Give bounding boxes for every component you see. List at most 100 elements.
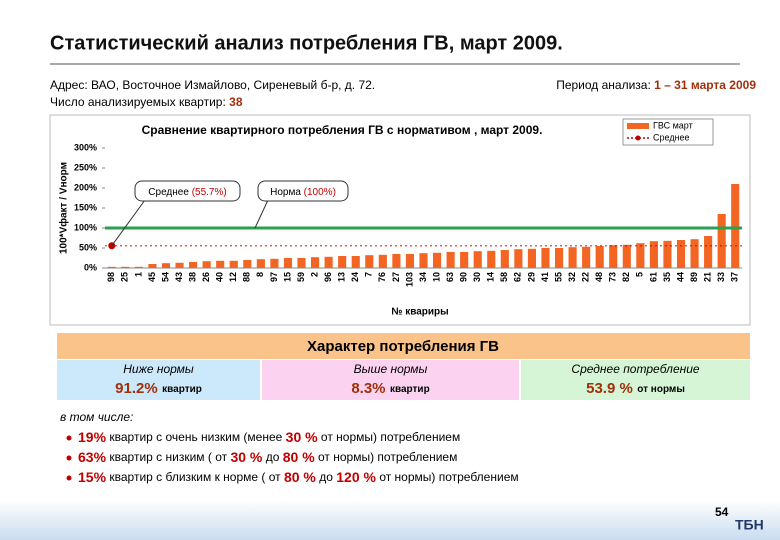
x-tick-label: 10	[431, 272, 441, 282]
x-tick-label: 58	[499, 272, 509, 282]
y-tick-label: 0%	[84, 262, 97, 272]
bar	[609, 245, 618, 268]
callout-value: (100%)	[304, 187, 336, 198]
y-tick-label: 50%	[79, 242, 97, 252]
y-tick-label: 150%	[74, 202, 97, 212]
summary-unit: квартир	[162, 384, 202, 395]
x-tick-label: 13	[337, 272, 347, 282]
x-tick-label: 29	[526, 272, 536, 282]
x-tick-label: 26	[201, 272, 211, 282]
legend-swatch	[627, 123, 649, 129]
x-tick-label: 38	[187, 272, 197, 282]
x-tick-label: 40	[215, 272, 225, 282]
bar	[189, 262, 198, 268]
bullet-highlight: 80 %	[284, 469, 316, 485]
x-tick-label: 90	[459, 272, 469, 282]
bar	[704, 236, 713, 268]
x-tick-label: 76	[377, 272, 387, 282]
bar	[473, 251, 482, 268]
x-tick-label: 73	[608, 272, 618, 282]
bar	[731, 184, 740, 268]
summary-unit: квартир	[390, 384, 430, 395]
bar	[202, 261, 211, 268]
x-tick-label: 27	[391, 272, 401, 282]
callout-name: Среднее	[148, 187, 189, 198]
x-tick-label: 22	[581, 272, 591, 282]
y-tick-label: 200%	[74, 182, 97, 192]
callout-text: Норма (100%)	[270, 187, 336, 198]
x-tick-label: 82	[621, 272, 631, 282]
bar	[554, 248, 564, 268]
summary-head: Среднее потребление	[571, 362, 699, 376]
summary-cell	[57, 360, 260, 400]
x-tick-label: 25	[120, 272, 130, 282]
bar	[148, 264, 157, 268]
bar	[595, 246, 604, 268]
bar	[243, 260, 252, 268]
period-value: 1 – 31 марта 2009	[654, 78, 756, 92]
x-tick-label: 37	[730, 272, 740, 282]
x-tick-label: 97	[269, 272, 279, 282]
x-tick-label: 35	[662, 272, 672, 282]
x-tick-label: 45	[147, 272, 157, 282]
bullet-text: 63% квартир с низким ( от 30 % до 80 % о…	[78, 449, 457, 465]
bullet-part: от нормы) потреблением	[318, 450, 457, 464]
bullet-highlight: 63%	[78, 449, 107, 465]
bullet-text: 19% квартир с очень низким (менее 30 % о…	[78, 429, 460, 445]
bar	[365, 255, 374, 268]
bullet-part: квартир с очень низким (менее	[109, 430, 282, 444]
bullet-highlight: 120 %	[336, 469, 376, 485]
bar	[283, 258, 293, 268]
legend-label: ГВС март	[653, 120, 693, 130]
bar	[419, 253, 428, 268]
logo: ТБН	[735, 517, 764, 533]
bar	[351, 256, 360, 268]
x-tick-label: 30	[472, 272, 482, 282]
callout-pointer	[254, 199, 269, 229]
bullet-highlight: 19%	[78, 429, 107, 445]
summary-value: 53.9 %	[586, 380, 633, 397]
x-tick-label: 88	[242, 272, 252, 282]
x-tick-label: 89	[689, 272, 699, 282]
callout-value: (55.7%)	[192, 187, 227, 198]
bar	[676, 240, 686, 268]
bullet-part: от нормы) потреблением	[379, 470, 518, 484]
bar	[514, 249, 523, 268]
x-tick-label: 48	[594, 272, 604, 282]
x-tick-label: 55	[553, 272, 563, 282]
bullet-highlight: 80 %	[283, 449, 315, 465]
bullet-highlight: 30 %	[230, 449, 262, 465]
bar	[107, 266, 116, 268]
bar	[216, 260, 225, 268]
bar	[392, 254, 401, 268]
y-tick-label: 300%	[74, 142, 97, 152]
summary-header	[57, 333, 750, 359]
x-tick-label: 98	[106, 272, 116, 282]
bar	[297, 258, 306, 268]
callout-box	[134, 180, 241, 202]
x-tick-label: 21	[702, 272, 712, 282]
bar	[500, 250, 509, 268]
bar	[324, 256, 333, 268]
title: Статистический анализ потребления ГВ, ма…	[50, 32, 563, 54]
summary-head: Ниже нормы	[123, 362, 194, 376]
bullet-dot	[66, 475, 72, 481]
x-tick-label: 1	[133, 272, 143, 277]
legend-label: Среднее	[653, 132, 690, 142]
bar	[270, 258, 279, 268]
bar	[229, 260, 238, 268]
x-tick-label: 5	[635, 272, 645, 277]
x-tick-label: 33	[716, 272, 726, 282]
callout-pointer	[111, 199, 146, 247]
bar	[432, 252, 442, 268]
bullet-part: квартир с близким к норме ( от	[109, 470, 281, 484]
bar	[636, 243, 645, 268]
bar	[405, 254, 415, 268]
bar	[134, 266, 143, 268]
bar	[446, 252, 455, 268]
x-tick-label: 61	[648, 272, 658, 282]
x-tick-label: 62	[513, 272, 523, 282]
bar	[649, 241, 658, 268]
y-tick-label: 250%	[74, 162, 97, 172]
page-number: 54	[715, 505, 729, 519]
